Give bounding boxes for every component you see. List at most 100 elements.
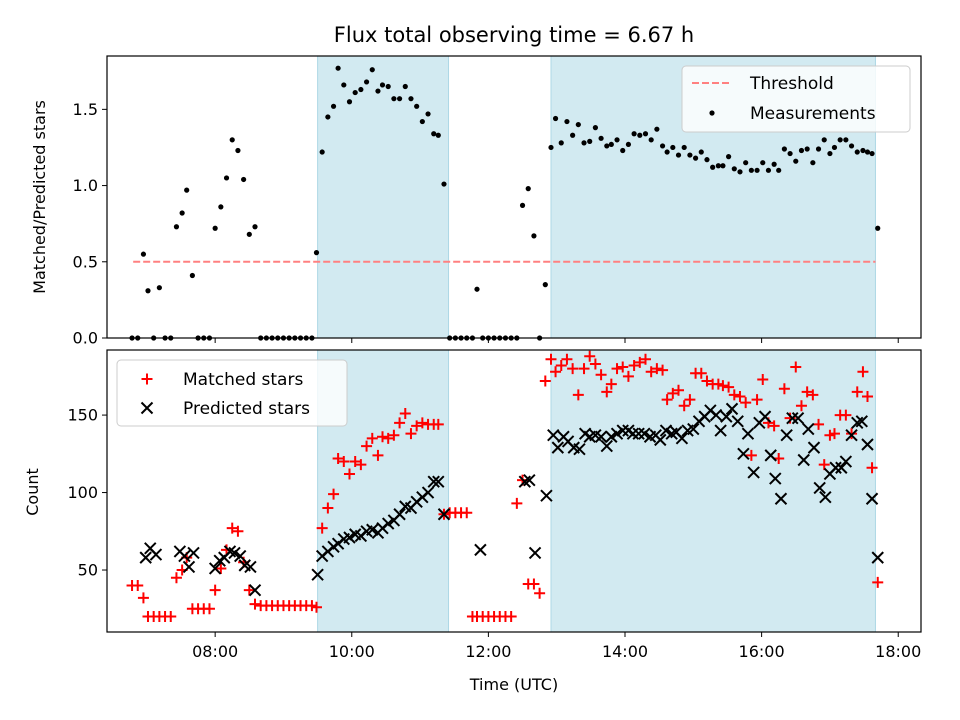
bottom-series-1-point-93 [807, 441, 821, 454]
top-series-0-point-50 [408, 96, 414, 102]
bottom-series-1-point-85 [764, 449, 777, 462]
top-series-0-point-15 [212, 225, 218, 231]
top-series-0-point-117 [781, 146, 787, 152]
top-series-0-point-119 [793, 158, 799, 164]
bottom-series-1-point-31 [393, 508, 406, 521]
bottom-series-0-point-91 [634, 356, 646, 368]
bottom-series-1-point-94 [813, 481, 826, 495]
top-series-0-point-51 [414, 103, 420, 109]
bottom-series-0-point-99 [678, 400, 690, 412]
bottom-series-0-point-81 [578, 363, 590, 375]
top-series-0-point-97 [670, 144, 676, 151]
top-series-0-point-42 [363, 79, 370, 85]
bottom-series-0-point-87 [611, 363, 623, 375]
bottom-series-1-point-80 [737, 447, 750, 461]
bottom-y-tick-label-1: 100 [67, 483, 98, 502]
bottom-series-1 [139, 402, 884, 597]
top-series-0-point-86 [608, 141, 614, 148]
bottom-series-1-point-81 [741, 427, 755, 440]
bottom-series-0-point-69 [511, 497, 523, 509]
bottom-series-0-point-109 [734, 390, 746, 402]
bottom-legend-label-0: Matched stars [183, 370, 303, 390]
top-series-0-point-122 [810, 160, 816, 166]
bottom-series-0-point-48 [394, 417, 406, 429]
bottom-series-0-point-117 [778, 383, 790, 395]
top-series-0-point-108 [731, 166, 737, 172]
top-series-0-point-104 [710, 164, 716, 170]
bottom-series-1-point-69 [675, 432, 689, 445]
bottom-series-1-point-44 [540, 489, 553, 502]
top-series-0-point-18 [229, 137, 235, 143]
bottom-series-1-point-95 [819, 490, 832, 504]
top-legend-box [681, 65, 911, 133]
top-series-0-point-105 [715, 163, 721, 169]
top-series-0-point-124 [821, 137, 827, 143]
bottom-x-tick-label-3: 14:00 [602, 642, 648, 661]
bottom-series-0-point-129 [846, 428, 858, 440]
top-series-0-point-71 [525, 186, 531, 192]
bottom-series-0-point-14 [203, 603, 215, 615]
bottom-series-1-point-99 [839, 455, 853, 468]
bottom-series-0-point-7 [165, 611, 177, 623]
bottom-series-1-point-65 [654, 433, 667, 447]
top-series-0-point-22 [252, 224, 258, 230]
bottom-series-1-point-62 [638, 427, 651, 440]
top-series-0-point-120 [798, 147, 805, 154]
bottom-series-0-point-15 [209, 584, 221, 596]
bottom-y-axis-label: Count [23, 468, 42, 516]
bottom-series-1-point-97 [829, 461, 842, 474]
bottom-legend-swatch-1 [140, 401, 154, 415]
bottom-series-0-point-126 [828, 428, 840, 440]
bottom-series-1-point-50 [573, 442, 586, 456]
bottom-series-0-point-134 [872, 576, 884, 588]
bottom-series-0-point-34 [316, 522, 328, 534]
bottom-series-1-point-105 [871, 551, 884, 564]
bottom-series-0-point-92 [639, 353, 651, 365]
bottom-series-0-point-60 [461, 507, 473, 519]
bottom-series-0-point-22 [249, 598, 261, 610]
bottom-series-1-point-15 [248, 583, 262, 597]
bottom-series-1-point-0 [139, 551, 152, 564]
bottom-series-0-point-83 [589, 358, 601, 370]
bottom-series-0-point-19 [232, 525, 244, 537]
bottom-series-0-point-107 [723, 381, 735, 393]
top-y-tick-label-1: 0.5 [73, 252, 98, 271]
bottom-series-0-point-98 [673, 384, 685, 396]
bottom-series-1-point-55 [600, 439, 613, 453]
bottom-series-0-point-41 [355, 459, 367, 471]
top-series-0-point-106 [720, 163, 726, 169]
bottom-series-0-point-121 [801, 386, 813, 398]
bottom-series-0-point-115 [768, 420, 780, 432]
bottom-series-0-point-43 [366, 432, 378, 444]
top-series-0-point-77 [558, 140, 564, 146]
top-series-0-point-84 [598, 135, 604, 141]
bottom-series-0-point-112 [751, 394, 763, 406]
bottom-series-1-point-16 [311, 568, 324, 581]
bottom-series-1-point-76 [714, 424, 727, 437]
top-series-0-point-34 [319, 149, 325, 155]
bottom-series-0-point-44 [372, 449, 384, 461]
bottom-series-0-point-108 [728, 389, 740, 401]
top-series-0-point-56 [441, 181, 447, 187]
top-series-0-point-101 [692, 155, 699, 161]
bottom-y-tick-label-2: 150 [67, 406, 98, 425]
bottom-series-1-point-43 [528, 546, 542, 560]
top-series-0-point-37 [335, 65, 341, 71]
bottom-series-0-point-85 [601, 386, 613, 398]
bottom-series-1-point-102 [855, 415, 869, 428]
bottom-series-1-point-36 [421, 486, 435, 499]
bottom-series-0-point-39 [343, 468, 355, 480]
top-series-0-point-21 [246, 231, 252, 237]
bottom-series-1-point-79 [731, 415, 744, 428]
bottom-series-1-point-71 [687, 422, 700, 436]
top-axes-frame [106, 55, 922, 339]
bottom-series-0-point-51 [411, 420, 423, 432]
bottom-series-1-point-37 [427, 475, 440, 488]
bottom-series-1-point-2 [149, 548, 163, 561]
bottom-series-0-point-78 [561, 353, 573, 365]
top-series-0-point-131 [860, 147, 866, 154]
bottom-series-1-point-90 [791, 411, 805, 425]
bottom-series-0-point-80 [572, 389, 584, 401]
top-y-tick-label-0: 0.0 [73, 329, 98, 348]
